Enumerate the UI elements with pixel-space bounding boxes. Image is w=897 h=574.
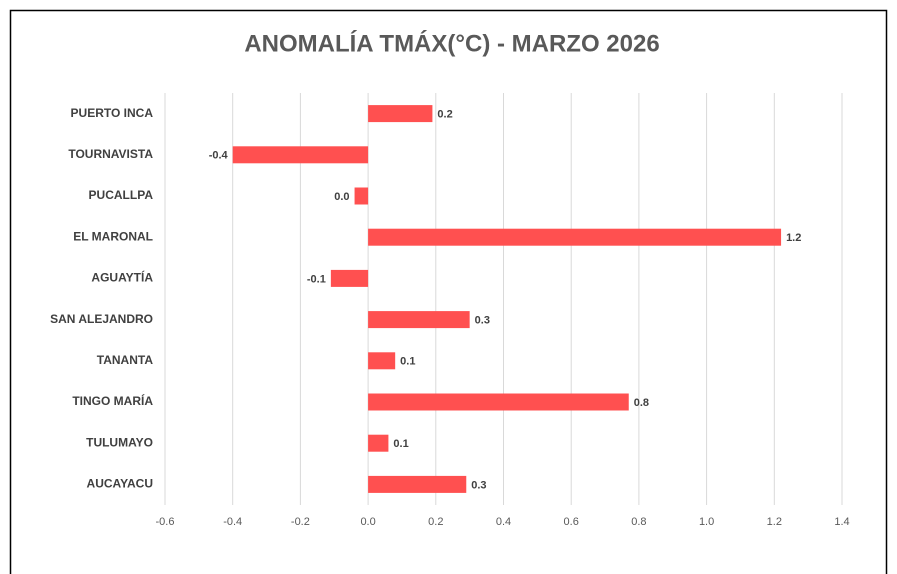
y-tick-label: AGUAYTÍA bbox=[91, 270, 153, 285]
y-tick-label: TULUMAYO bbox=[86, 435, 153, 449]
data-label: -0.4 bbox=[209, 150, 229, 162]
bar bbox=[368, 475, 467, 493]
x-tick-label: 0.4 bbox=[496, 516, 511, 528]
data-label: 1.2 bbox=[786, 232, 801, 244]
chart-title: ANOMALÍA TMÁX(°C) - MARZO 2026 bbox=[244, 29, 659, 57]
y-tick-label: EL MARONAL bbox=[73, 229, 153, 243]
x-tick-label: 0.8 bbox=[631, 516, 646, 528]
bar bbox=[368, 352, 396, 370]
data-label: 0.1 bbox=[400, 356, 415, 368]
x-tick-label: 0.0 bbox=[360, 516, 375, 528]
data-label: 0.8 bbox=[634, 397, 649, 409]
data-label: 0.3 bbox=[471, 479, 486, 491]
y-tick-label: SAN ALEJANDRO bbox=[50, 312, 153, 326]
y-tick-label: TANANTA bbox=[97, 353, 154, 367]
bar bbox=[330, 269, 369, 287]
data-label: 0.1 bbox=[393, 438, 408, 450]
bar bbox=[368, 228, 782, 246]
bar bbox=[368, 393, 629, 411]
data-label: 0.0 bbox=[334, 191, 349, 203]
x-tick-label: -0.4 bbox=[223, 516, 242, 528]
x-tick-label: 1.0 bbox=[699, 516, 714, 528]
bar bbox=[368, 311, 470, 329]
x-tick-label: 1.4 bbox=[834, 516, 849, 528]
x-tick-label: -0.6 bbox=[156, 516, 175, 528]
x-tick-label: 0.2 bbox=[428, 516, 443, 528]
y-tick-label: TINGO MARÍA bbox=[72, 393, 153, 408]
y-tick-label: PUERTO INCA bbox=[71, 106, 154, 120]
y-tick-label: PUCALLPA bbox=[89, 188, 154, 202]
bar bbox=[354, 187, 369, 205]
y-tick-label: AUCAYACU bbox=[87, 477, 153, 491]
bar bbox=[232, 146, 369, 164]
bar bbox=[368, 105, 433, 123]
x-tick-label: -0.2 bbox=[291, 516, 310, 528]
y-tick-label: TOURNAVISTA bbox=[68, 147, 153, 161]
bar bbox=[368, 434, 389, 452]
x-tick-label: 0.6 bbox=[564, 516, 579, 528]
x-tick-label: 1.2 bbox=[767, 516, 782, 528]
data-label: 0.2 bbox=[437, 109, 452, 121]
data-label: -0.1 bbox=[307, 273, 326, 285]
data-label: 0.3 bbox=[475, 315, 490, 327]
